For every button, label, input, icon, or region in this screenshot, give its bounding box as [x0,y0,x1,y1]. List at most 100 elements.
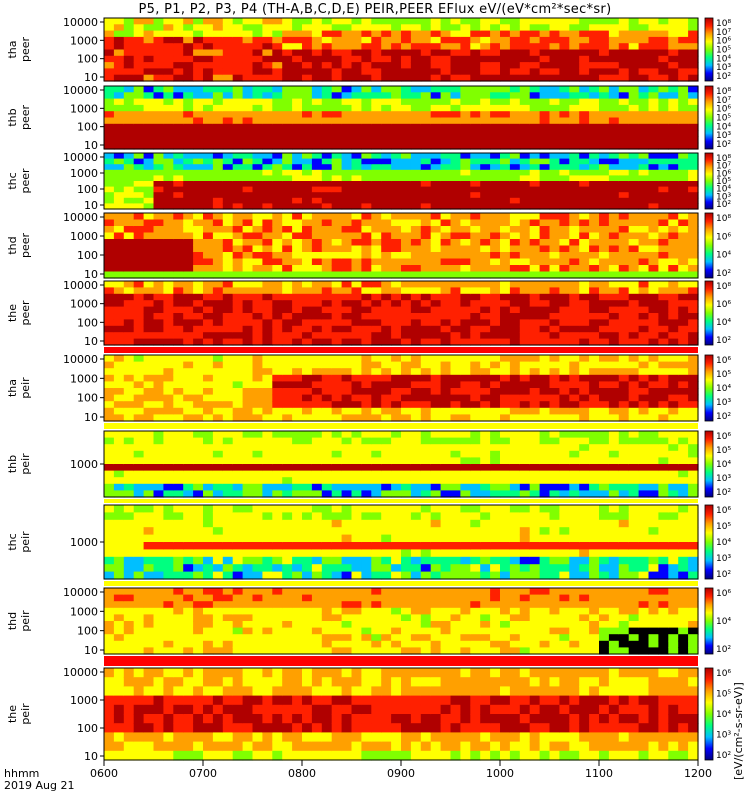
heatmap-cell [509,549,521,558]
heatmap-cell [608,571,620,580]
heatmap-cell [252,287,263,295]
heatmap-cell [272,355,283,363]
heatmap-cell [123,186,135,193]
heatmap-cell [460,388,471,396]
heatmap-cell [678,36,689,44]
heatmap-cell [658,338,669,346]
heatmap-cell [430,98,442,106]
y-tick-label: 1000 [70,536,98,549]
heatmap-cell [559,313,570,320]
heatmap-cell [440,394,452,402]
heatmap-cell [618,55,630,63]
heatmap-cell [509,450,521,458]
colorbar-tick-label: 10² [716,336,731,346]
heatmap-cell [688,239,699,247]
heatmap-cell [143,381,155,389]
heatmap-cell [579,186,590,193]
heatmap-cell [420,68,432,76]
heatmap-cell [361,319,372,327]
heatmap-cell [559,355,570,363]
heatmap-cell [361,368,372,376]
heatmap-cell [222,169,234,176]
heatmap-cell [480,43,491,51]
heatmap-cell [678,374,689,382]
heatmap-cell [252,407,263,415]
heatmap-cell [193,117,204,125]
heatmap-cell [420,98,432,106]
heatmap-cell [133,490,145,498]
heatmap-cell [104,556,115,565]
heatmap-cell [292,197,303,204]
heatmap-cell [153,477,164,485]
heatmap-cell [490,571,501,580]
heatmap-cell [440,338,452,346]
heatmap-cell [440,192,452,199]
heatmap-cell [450,564,461,573]
heatmap-cell [203,111,214,119]
heatmap-cell [272,192,283,199]
heatmap-cell [599,477,610,485]
heatmap-cell [519,490,531,498]
heatmap-cell [212,258,224,266]
heatmap-cell [292,414,303,422]
heatmap-cell [222,306,234,314]
heatmap-cell [232,18,244,25]
heatmap-cell [509,571,521,580]
heatmap-cell [123,123,135,131]
heatmap-cell [302,239,313,247]
heatmap-cell [599,136,610,144]
heatmap-cell [282,62,293,69]
heatmap-cell [113,293,125,301]
heatmap-cell [143,601,155,609]
heatmap-cell [668,239,679,247]
heatmap-cell [420,18,432,25]
heatmap-cell [193,186,204,193]
heatmap-cell [272,564,283,573]
heatmap-cell [104,477,115,485]
heatmap-cell [420,394,432,402]
heatmap-cell [410,18,422,25]
heatmap-cell [361,117,372,125]
heatmap-cell [341,325,353,333]
heatmap-cell [133,401,145,409]
heatmap-cell [678,203,689,210]
heatmap-cell [648,464,659,472]
heatmap-cell [589,325,600,333]
heatmap-cell [193,74,204,82]
heatmap-cell [440,62,452,69]
heatmap-cell [450,123,461,131]
heatmap-cell [113,394,125,402]
heatmap-cell [638,68,650,76]
heatmap-cell [648,414,659,422]
heatmap-cell [311,477,323,485]
heatmap-cell [391,477,402,485]
heatmap-cell [668,164,679,171]
heatmap-cell [272,444,283,452]
heatmap-cell [232,542,244,550]
heatmap-cell [143,414,155,422]
heatmap-cell [341,300,353,308]
heatmap-cell [123,203,135,210]
heatmap-cell [529,300,541,308]
heatmap-cell [371,394,382,402]
heatmap-cell [321,169,333,176]
heatmap-cell [341,104,353,112]
heatmap-cell [371,300,382,308]
heatmap-cell [282,338,293,346]
heatmap-cell [163,300,174,308]
heatmap-cell [331,512,343,521]
heatmap-cell [123,219,135,227]
heatmap-cell [143,153,155,160]
heatmap-cell [420,519,432,528]
heatmap-cell [450,444,461,452]
heatmap-cell [183,30,194,38]
heatmap-cell [658,55,669,63]
heatmap-cell [490,483,501,491]
heatmap-cell [608,136,620,144]
heatmap-cell [470,444,481,452]
heatmap-cell [529,98,541,106]
heatmap-cell [450,181,461,188]
heatmap-cell [163,245,174,253]
heatmap-cell [222,293,234,301]
heatmap-cell [252,571,263,580]
